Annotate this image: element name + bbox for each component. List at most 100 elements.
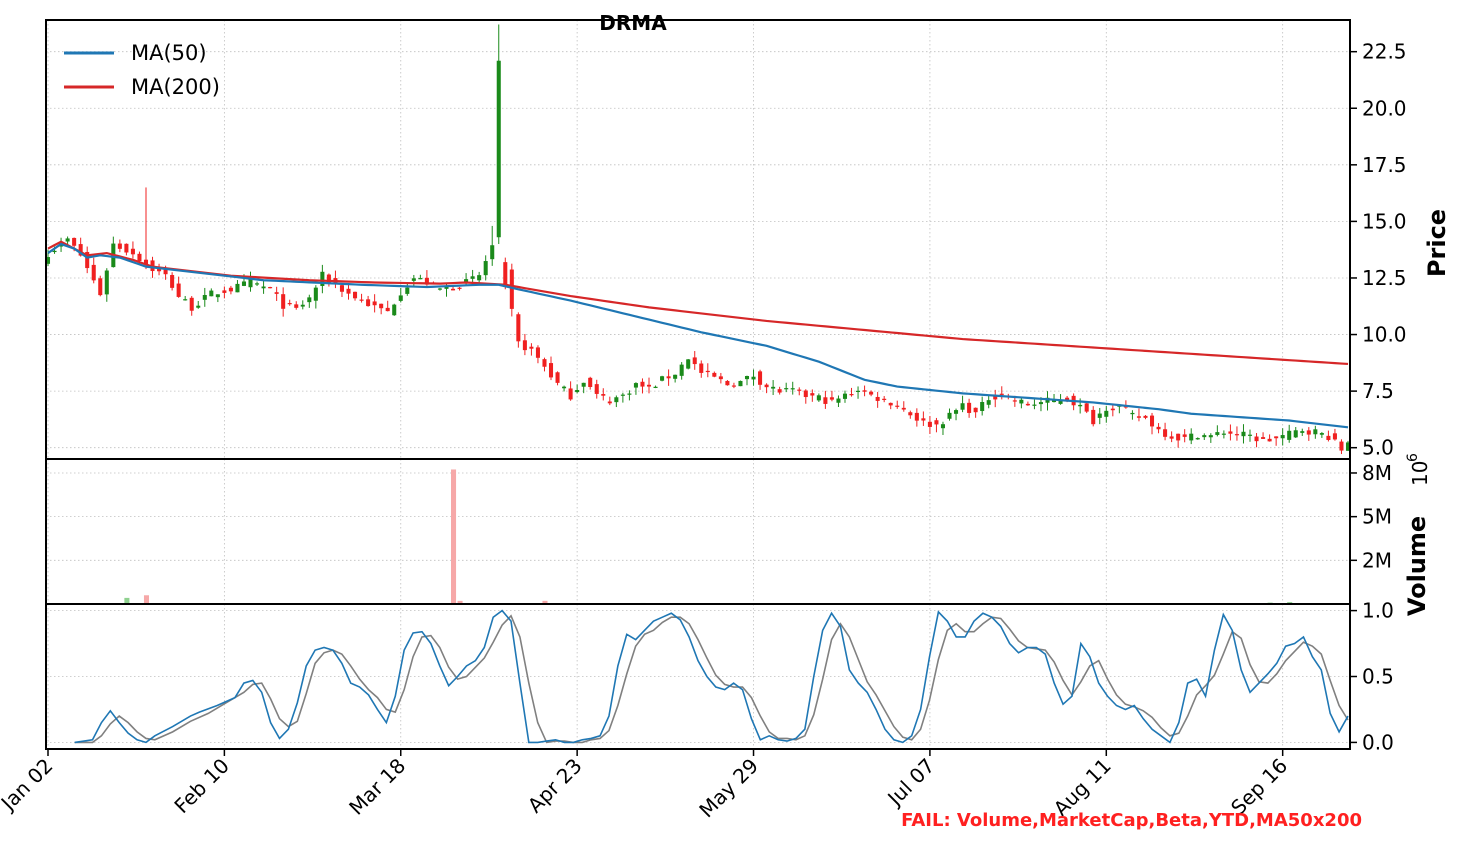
moving-averages <box>47 240 1349 429</box>
candle-body <box>790 388 795 390</box>
fail-annotation: FAIL: Volume,MarketCap,Beta,YTD,MA50x200 <box>901 810 1362 831</box>
price-axis-tick-label: 20.0 <box>1362 96 1407 120</box>
candle-body <box>202 294 207 300</box>
candle-body <box>98 278 103 296</box>
candle-body <box>392 304 397 316</box>
candle-body <box>679 364 684 376</box>
candle-body <box>470 276 475 279</box>
candle-body <box>620 394 625 396</box>
candle-body <box>143 259 149 265</box>
candle-body <box>222 290 227 293</box>
candle-body <box>914 412 919 421</box>
candle-body <box>686 359 691 369</box>
candle-body <box>1221 433 1226 435</box>
candle-body <box>385 307 390 312</box>
candle-body <box>261 286 266 289</box>
candle-body <box>477 275 482 281</box>
candle-body <box>209 290 214 297</box>
candle-body <box>980 402 985 412</box>
candle-body <box>810 393 815 396</box>
volume-bar <box>542 600 548 604</box>
candle-body <box>1130 412 1135 415</box>
candle-body <box>927 421 932 427</box>
candle-body <box>483 261 488 276</box>
candle-body <box>973 407 978 413</box>
candle-body <box>372 301 377 306</box>
candle-body <box>353 291 358 299</box>
candle-body <box>1261 437 1266 439</box>
candle-body <box>653 386 658 388</box>
candle-body <box>712 372 717 377</box>
oscillator-axis-tick-label: 0.5 <box>1362 665 1394 689</box>
price-axis-tick-label: 17.5 <box>1362 153 1407 177</box>
candle-body <box>849 394 854 396</box>
candle-body <box>509 269 514 309</box>
candle-body <box>581 382 586 387</box>
candle-body <box>78 244 83 256</box>
candle-body <box>157 267 162 272</box>
candle-body <box>1097 413 1102 418</box>
ma50-line <box>47 242 1349 429</box>
candle-body <box>451 288 456 291</box>
candle-body <box>130 248 135 255</box>
candle-body <box>1254 436 1259 442</box>
x-axis-tick-label: Jul 07 <box>882 754 940 812</box>
candle-body <box>1339 441 1344 451</box>
candle-body <box>542 359 547 367</box>
candle-body <box>294 304 299 308</box>
candle-body <box>437 288 442 290</box>
candle-body <box>888 402 893 406</box>
candle-body <box>457 287 462 289</box>
candle-body <box>1143 415 1148 418</box>
candle-body <box>725 380 730 386</box>
volume-bar <box>457 600 463 604</box>
chart-title: DRMA <box>599 11 667 35</box>
candle-body <box>85 251 90 269</box>
price-panel-frame <box>45 19 1351 460</box>
x-axis-tick-label: Apr 23 <box>523 754 587 818</box>
candle-body <box>1274 436 1279 439</box>
volume-axis-tick-label: 8M <box>1362 461 1392 485</box>
candle-body <box>1293 430 1298 438</box>
candle-body <box>882 398 887 400</box>
volume-bars <box>124 469 1293 604</box>
candle-body <box>816 395 821 401</box>
candle-body <box>986 400 991 405</box>
volume-offset-exponent: 6 <box>1405 453 1421 462</box>
axis-ticks: 5.0 7.5 10.0 12.5 15.0 17.5 20.0 22.5 2M 5M 8M 0.0 0… <box>1350 40 1407 754</box>
x-axis-tick-label: Feb 10 <box>169 754 234 819</box>
candle-body <box>124 243 129 253</box>
candle-body <box>287 303 292 305</box>
candle-body <box>771 386 776 389</box>
candle-body <box>379 303 384 309</box>
candle-body <box>1195 438 1200 440</box>
candle-body <box>1091 409 1096 425</box>
oscillator-lines <box>74 609 1349 744</box>
candle-body <box>1241 431 1246 437</box>
candle-body <box>751 376 756 380</box>
candle-body <box>699 363 704 373</box>
volume-bar <box>143 595 150 604</box>
candle-body <box>627 393 632 395</box>
candle-body <box>281 294 286 309</box>
candle-body <box>1332 433 1337 440</box>
candle-body <box>823 397 828 404</box>
candle-body <box>405 287 410 294</box>
x-axis-tick-label: Mar 18 <box>344 754 410 820</box>
candle-body <box>1058 400 1063 404</box>
x-axis-tick-label: Jan 02 <box>0 754 58 817</box>
candle-body <box>1025 403 1030 406</box>
candle-body <box>803 390 808 398</box>
candle-body <box>1038 402 1043 405</box>
candle-body <box>196 305 201 308</box>
candle-body <box>1306 430 1311 435</box>
candle-body <box>633 383 638 388</box>
candle-body <box>1300 431 1305 433</box>
candle-body <box>398 295 403 301</box>
candle-body <box>555 372 560 383</box>
grid <box>46 20 1350 749</box>
price-axis-title: Price <box>1423 209 1451 277</box>
ma200-line <box>47 240 1349 366</box>
candle-body <box>758 371 763 385</box>
